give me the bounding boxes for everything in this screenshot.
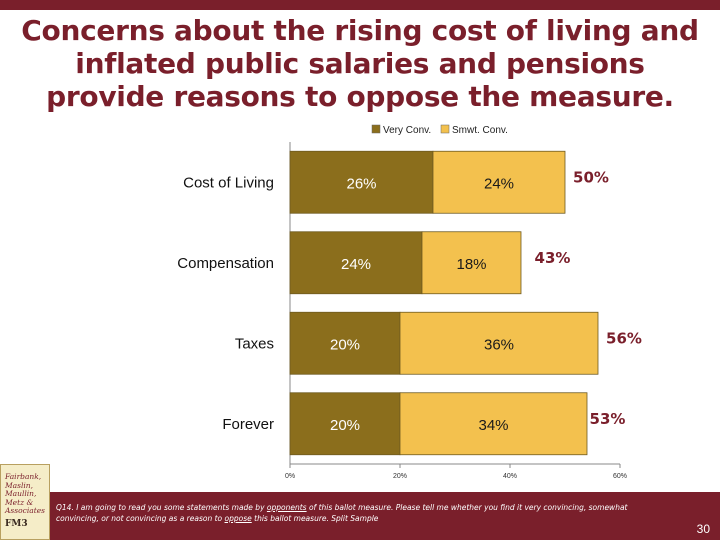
bar-very-0 [289,150,434,214]
logo-line-5: Associates [5,506,46,515]
bar-label-smwt-2: 36% [484,336,514,353]
bar-label-very-2: 20% [330,336,360,353]
fm3-logo: Fairbank, Maslin, Maullin, Metz & Associ… [0,464,50,540]
footer-bar [0,492,720,540]
legend-label-0: Very Conv. [383,125,431,136]
total-label-0: 50% [573,168,609,186]
legend-swatch-0 [371,124,381,134]
bar-label-smwt-0: 24% [484,175,514,192]
category-label-1: Compensation [177,255,274,272]
question-footnote: Q14. I am going to read you some stateme… [56,502,656,524]
footnote-mid: of this ballot measure. Please tell me w… [56,503,628,523]
total-label-1: 43% [535,249,571,267]
legend: Very Conv. Smwt. Conv. [371,124,508,136]
legend-swatch-1 [440,124,450,134]
footnote-underline-1: opponents [266,503,307,512]
bar-smwt-1 [421,231,522,295]
x-tick-label-0: 0% [285,473,295,480]
legend-label-1: Smwt. Conv. [452,125,508,136]
bar-label-very-1: 24% [341,256,371,273]
logo-line-4: Metz & [5,497,34,507]
bar-smwt-0 [432,150,566,214]
bar-very-3 [289,392,401,456]
slide-title: Concerns about the rising cost of living… [21,14,699,113]
footnote-suffix: this ballot measure. Split Sample [251,514,379,523]
total-label-2: 56% [606,329,642,347]
total-label-3: 53% [590,410,626,428]
x-tick-label-1: 20% [393,473,407,480]
bar-label-smwt-3: 34% [478,417,508,434]
page-number: 30 [696,522,710,536]
logo-brand: FM3 [5,518,28,529]
category-label-0: Cost of Living [183,174,274,191]
x-tick-label-3: 60% [613,473,627,480]
bar-label-smwt-1: 18% [456,256,486,273]
footnote-prefix: Q14. I am going to read you some stateme… [56,503,267,512]
top-accent-bar [0,0,720,10]
chart-bars: Cost of Living 26% 24% 50% Compensation 24% 18… [177,150,642,456]
bar-label-very-3: 20% [330,417,360,434]
x-tick-label-2: 40% [503,473,517,480]
footnote-underline-2: oppose [224,514,252,523]
bar-smwt-3 [399,392,588,456]
logo-line-1: Fairbank, [5,472,42,481]
category-label-2: Taxes [235,335,274,352]
bar-smwt-2 [399,311,599,375]
bar-very-2 [289,311,401,375]
category-label-3: Forever [222,416,274,433]
bar-label-very-0: 26% [346,175,376,192]
logo-line-3: Maullin, [5,489,37,498]
logo-line-2: Maslin, [5,480,34,490]
